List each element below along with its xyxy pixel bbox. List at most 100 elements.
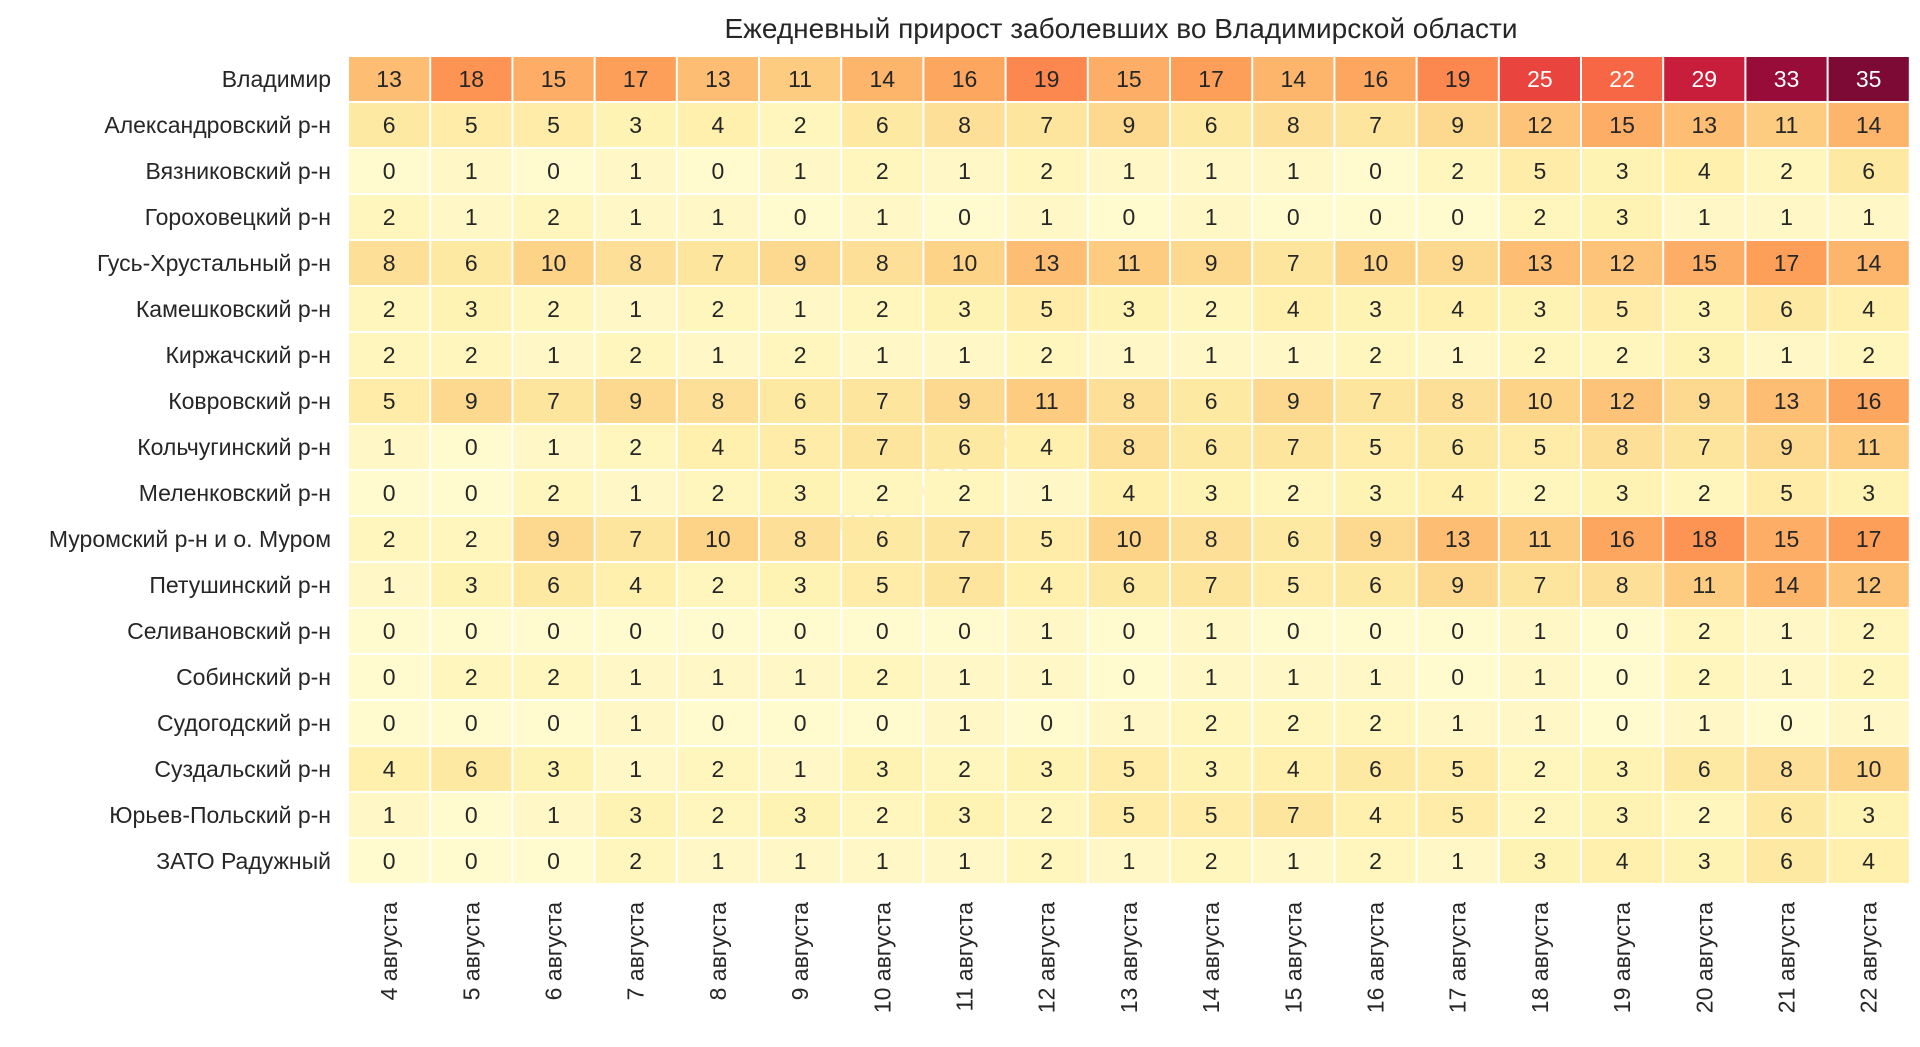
cell-value-label: 8 (1205, 526, 1218, 552)
heatmap-cell (842, 425, 923, 469)
heatmap-cell (1253, 425, 1334, 469)
heatmap-cell (1828, 563, 1909, 607)
cell-value-label: 1 (547, 434, 560, 460)
cell-value-label: 4 (1040, 434, 1053, 460)
heatmap-cell (760, 333, 841, 377)
heatmap-cell (595, 379, 676, 423)
heatmap-cell (513, 333, 594, 377)
heatmap-cell (1006, 517, 1087, 561)
cell-value-label: 1 (629, 756, 642, 782)
cell-value-label: 0 (1123, 618, 1136, 644)
cell-value-label: 6 (1780, 848, 1793, 874)
heatmap-cell (431, 425, 512, 469)
cell-value-label: 15 (541, 66, 567, 92)
cell-value-label: 0 (465, 480, 478, 506)
heatmap-cell (595, 655, 676, 699)
heatmap-cell (431, 747, 512, 791)
cell-value-label: 7 (1287, 802, 1300, 828)
cell-value-label: 3 (1862, 480, 1875, 506)
x-tick-label: 6 августа (541, 902, 567, 1001)
cell-value-label: 2 (1862, 664, 1875, 690)
cell-value-label: 0 (1616, 618, 1629, 644)
cell-value-label: 0 (383, 480, 396, 506)
heatmap-cell (924, 839, 1005, 883)
heatmap-cell (1088, 425, 1169, 469)
heatmap-cell (1499, 333, 1580, 377)
heatmap-cell (349, 563, 430, 607)
heatmap-cell (1335, 333, 1416, 377)
heatmap-cell (595, 149, 676, 193)
cell-value-label: 7 (1287, 434, 1300, 460)
cell-value-label: 5 (1287, 572, 1300, 598)
cell-value-label: 1 (876, 342, 889, 368)
heatmap-cell (1335, 793, 1416, 837)
cell-value-label: 8 (1123, 388, 1136, 414)
cell-value-label: 5 (1780, 480, 1793, 506)
cell-value-label: 0 (1287, 618, 1300, 644)
heatmap-cell (677, 701, 758, 745)
heatmap-cell (1828, 655, 1909, 699)
heatmap-cell (1746, 149, 1827, 193)
cell-value-label: 8 (1616, 434, 1629, 460)
y-tick-label-гусь-хрустальный-р-н: Гусь-Хрустальный р-н (97, 250, 331, 276)
cell-value-label: 2 (1780, 158, 1793, 184)
heatmap-cell (842, 195, 923, 239)
heatmap-cell (924, 563, 1005, 607)
cell-value-label: 6 (1698, 756, 1711, 782)
heatmap-cell (677, 839, 758, 883)
cell-value-label: 3 (1616, 802, 1629, 828)
heatmap-cell (1664, 655, 1745, 699)
heatmap-cell (677, 287, 758, 331)
cell-value-label: 3 (629, 112, 642, 138)
cell-value-label: 5 (1451, 802, 1464, 828)
cell-value-label: 0 (1123, 664, 1136, 690)
cell-value-label: 1 (876, 204, 889, 230)
heatmap-cell (349, 609, 430, 653)
heatmap-cell (677, 149, 758, 193)
cell-value-label: 1 (629, 296, 642, 322)
heatmap-cell (1664, 471, 1745, 515)
cell-value-label: 12 (1609, 250, 1635, 276)
cell-value-label: 10 (952, 250, 978, 276)
y-tick-label-ковровский-р-н: Ковровский р-н (168, 388, 331, 414)
cell-value-label: 6 (958, 434, 971, 460)
heatmap-cell (924, 149, 1005, 193)
cell-value-label: 3 (1862, 802, 1875, 828)
x-tick-label: 9 августа (787, 902, 813, 1001)
heatmap-cell (513, 839, 594, 883)
heatmap-cell (1499, 57, 1580, 101)
heatmap-cell (1582, 609, 1663, 653)
cell-value-label: 12 (1609, 388, 1635, 414)
heatmap-cell (431, 333, 512, 377)
heatmap-cell (431, 609, 512, 653)
cell-value-label: 5 (1040, 526, 1053, 552)
heatmap-cell (1582, 103, 1663, 147)
heatmap-cell (1664, 839, 1745, 883)
cell-value-label: 1 (1123, 710, 1136, 736)
x-tick-label: 16 августа (1363, 902, 1389, 1013)
heatmap-cell (1171, 563, 1252, 607)
heatmap-cell (1499, 563, 1580, 607)
heatmap-cell (760, 609, 841, 653)
cell-value-label: 2 (1040, 158, 1053, 184)
heatmap-cell (431, 103, 512, 147)
heatmap-cell (349, 655, 430, 699)
cell-value-label: 1 (958, 158, 971, 184)
cell-value-label: 1 (794, 296, 807, 322)
cell-value-label: 3 (1205, 480, 1218, 506)
heatmap-cell (349, 103, 430, 147)
heatmap-cell (1088, 609, 1169, 653)
heatmap-cell (1417, 195, 1498, 239)
heatmap-cell (842, 747, 923, 791)
cell-value-label: 4 (383, 756, 396, 782)
cell-value-label: 1 (1451, 342, 1464, 368)
heatmap-cell (1499, 241, 1580, 285)
y-tick-label-судогодский-р-н: Судогодский р-н (157, 710, 331, 736)
cell-value-label: 17 (623, 66, 649, 92)
cell-value-label: 5 (383, 388, 396, 414)
cell-value-label: 17 (1856, 526, 1882, 552)
heatmap-cell (1746, 103, 1827, 147)
cell-value-label: 9 (465, 388, 478, 414)
heatmap-cell (1582, 57, 1663, 101)
